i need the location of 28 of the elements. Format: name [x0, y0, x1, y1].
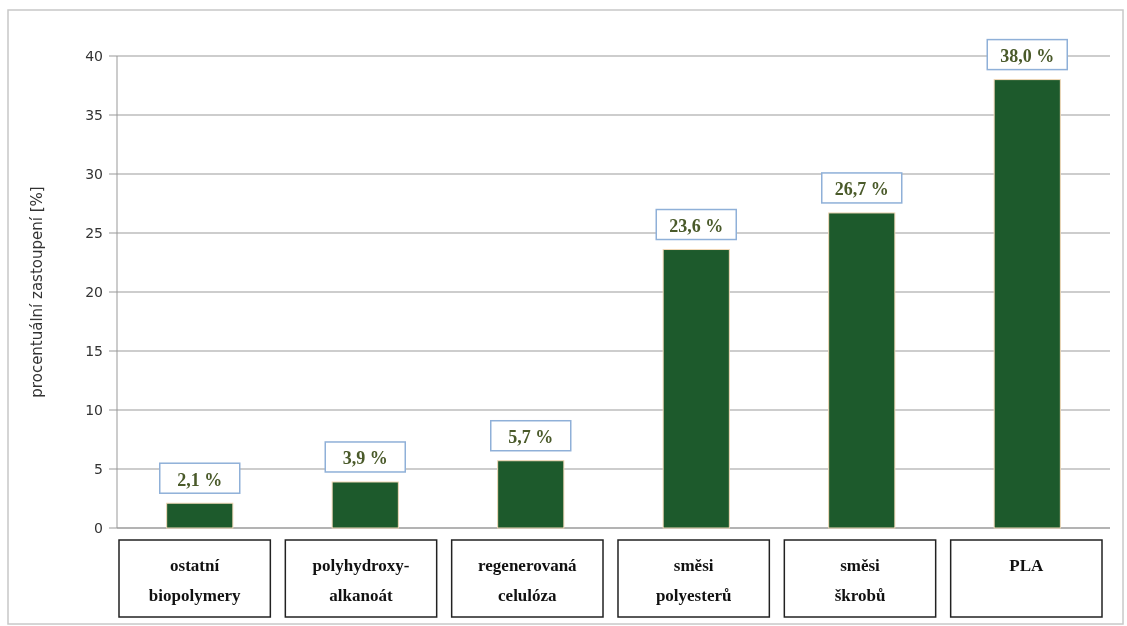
bar [497, 460, 565, 529]
y-tick-label: 30 [85, 165, 103, 182]
data-label: 3,9 % [342, 448, 388, 469]
x-tick-label: ostatní biopolymery [148, 555, 241, 605]
bar [662, 249, 730, 529]
data-label: 26,7 % [834, 179, 889, 200]
data-label: 23,6 % [669, 215, 724, 236]
y-tick-label: 5 [94, 460, 103, 477]
bar [993, 79, 1061, 529]
bar [331, 481, 399, 529]
data-label: 38,0 % [1000, 45, 1055, 66]
x-tick-label: směsi polyesterů [655, 555, 732, 605]
y-tick-label: 15 [85, 342, 103, 359]
y-tick-label: 10 [85, 401, 103, 418]
x-tick-label: regenerovaná celulóza [478, 555, 578, 605]
y-axis-title: procentuální zastoupení [%] [28, 186, 46, 398]
y-tick-label: 0 [94, 519, 103, 536]
y-tick-label: 40 [85, 47, 103, 64]
x-tick-label: polyhydroxy- alkanoát [312, 555, 410, 605]
y-tick-label: 25 [85, 224, 103, 241]
bar [166, 502, 234, 529]
y-tick-label: 20 [85, 283, 103, 300]
x-tick-label: PLA [1009, 555, 1045, 575]
x-tick-label: směsi škrobů [834, 555, 886, 605]
y-tick-label: 35 [85, 106, 103, 123]
data-label: 2,1 % [177, 469, 223, 490]
bar [828, 212, 896, 529]
data-label: 5,7 % [508, 427, 554, 448]
